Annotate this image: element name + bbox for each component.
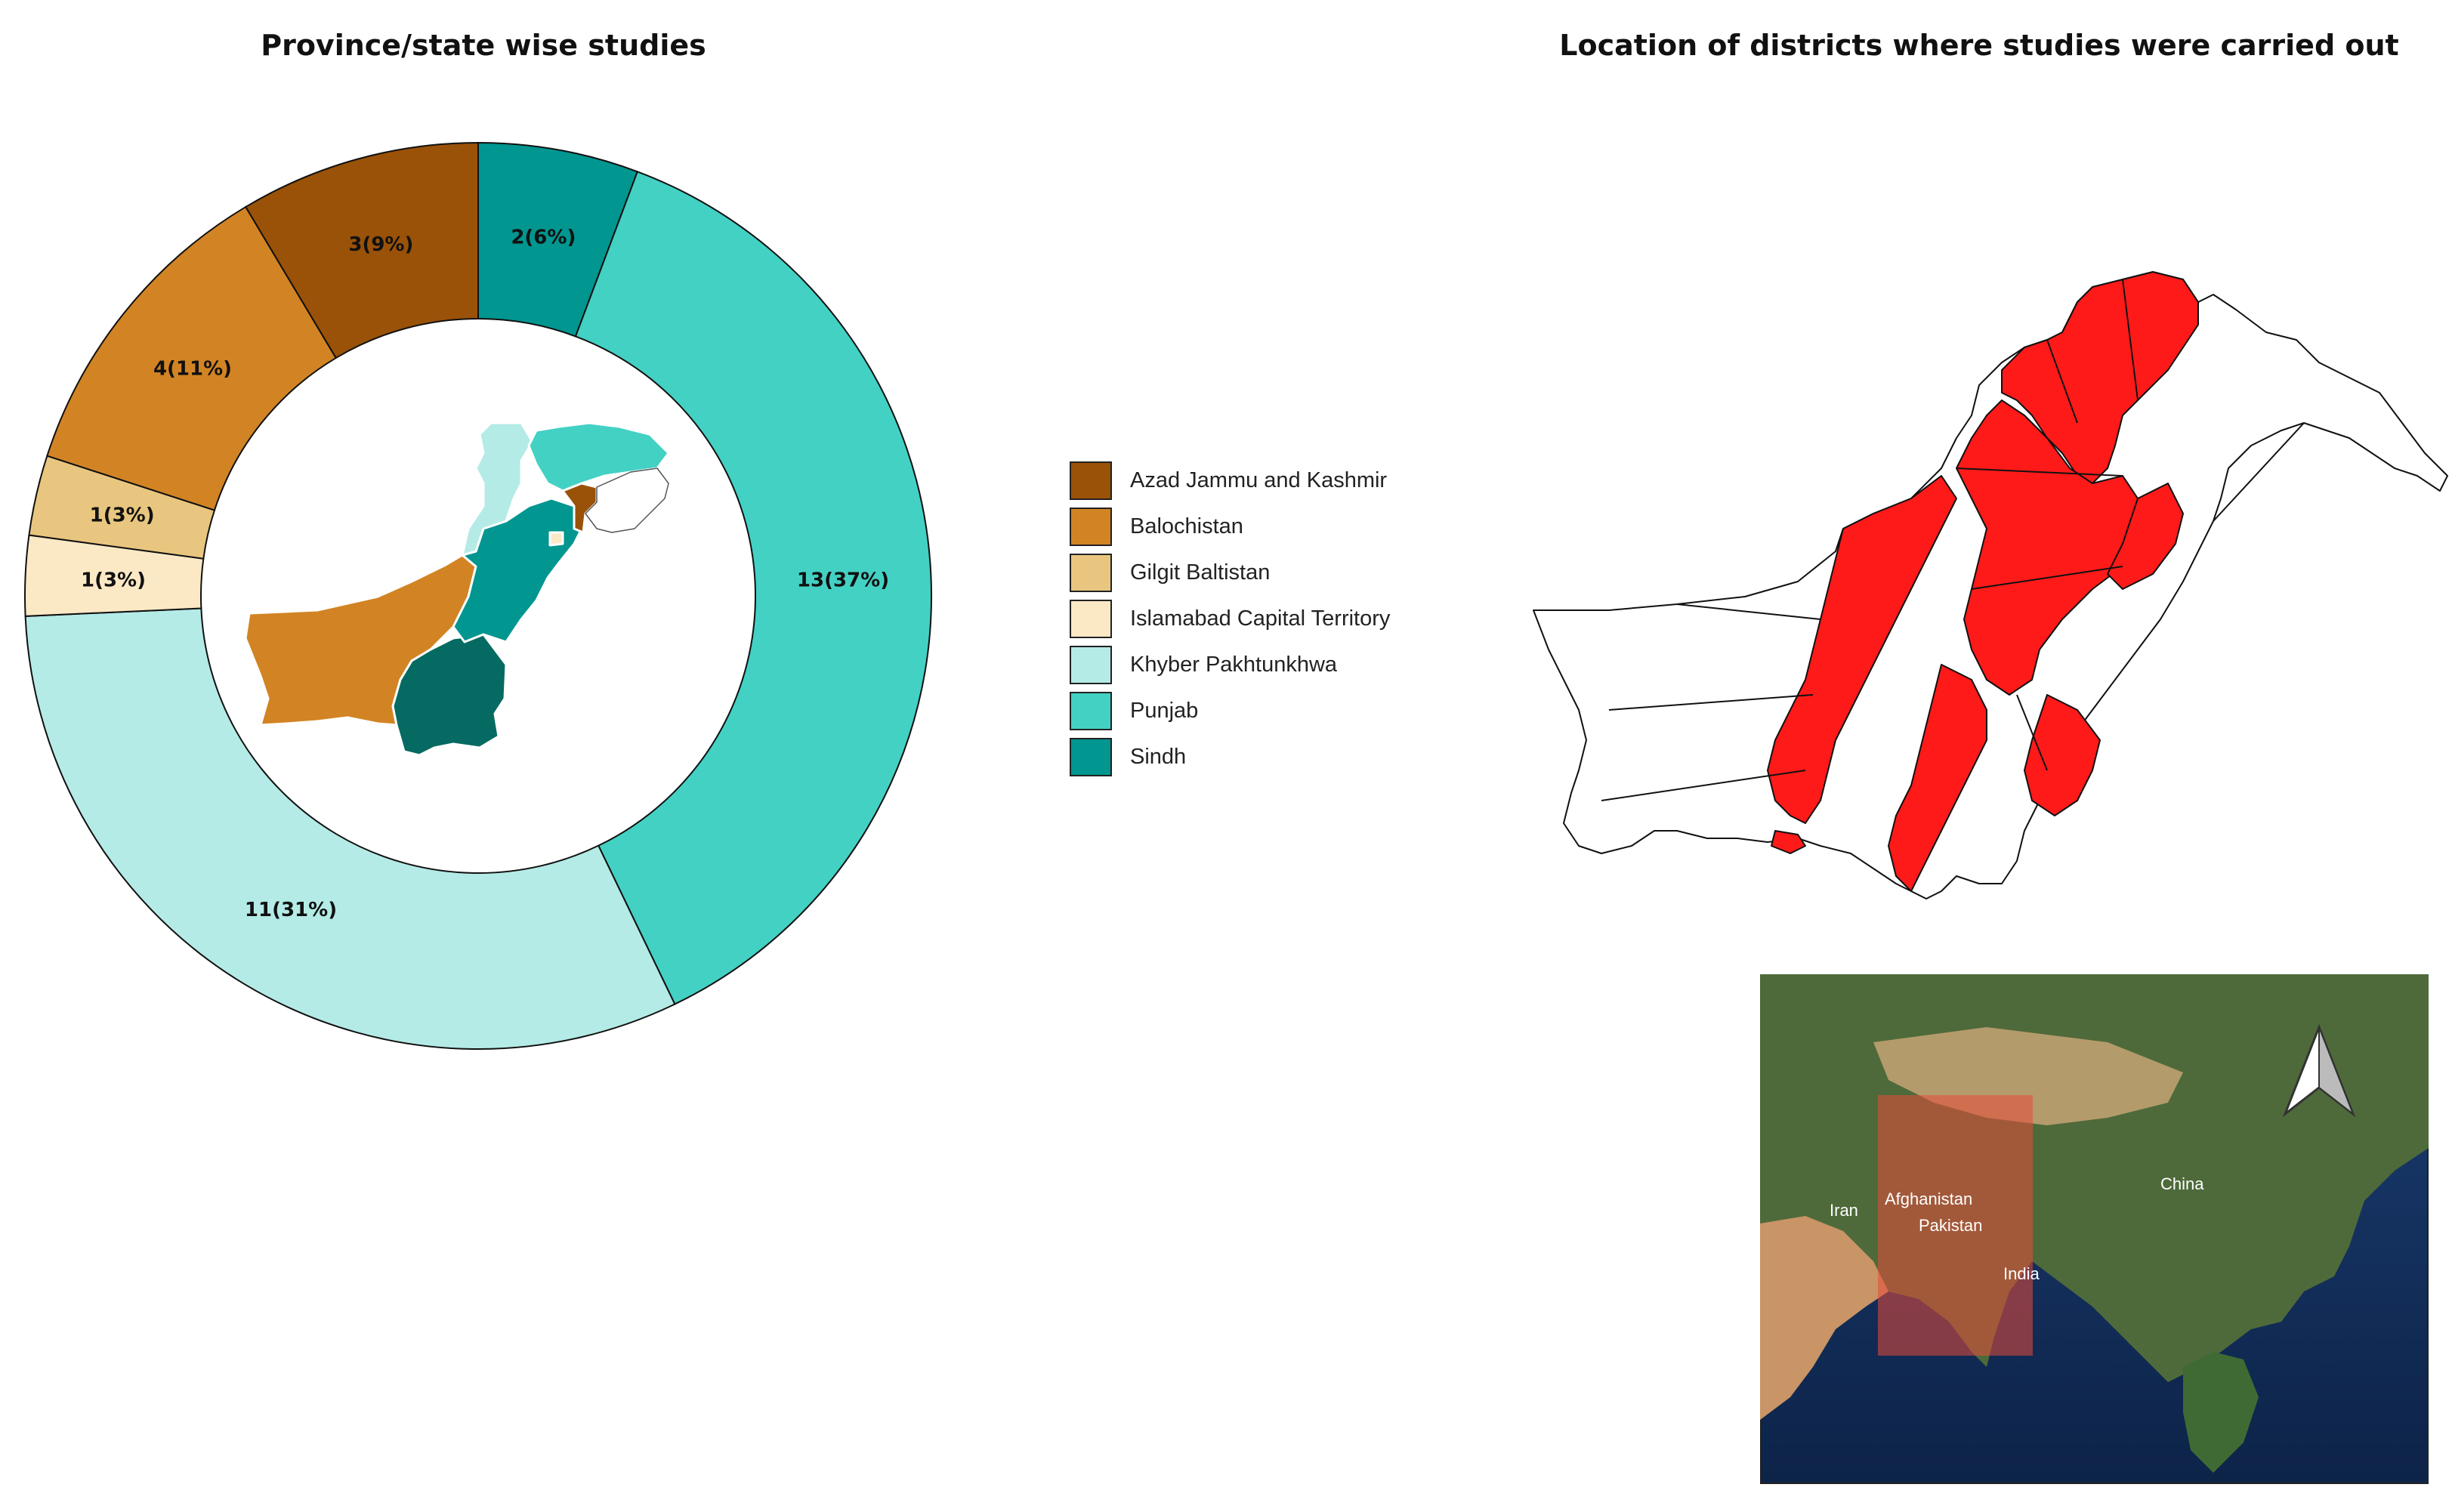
district-border [1676,603,1821,620]
legend: Azad Jammu and Kashmir Balochistan Gilgit … [1070,458,1390,780]
district-border [1971,566,2123,590]
study-districts-west [1767,475,1957,824]
slice-label: 13(37%) [797,569,889,591]
label-pakistan: Pakistan [1919,1216,1982,1235]
study-districts-central [1956,400,2146,696]
slice-label: 11(31%) [245,899,337,921]
legend-swatch [1070,692,1112,730]
label-iran: Iran [1830,1201,1858,1220]
legend-item: Gilgit Baltistan [1070,550,1390,596]
slice-label: 3(9%) [348,233,413,256]
donut-chart-title: Province/state wise studies [261,29,706,62]
district-border [1601,770,1806,801]
legend-swatch [1070,508,1112,546]
legend-swatch [1070,461,1112,500]
label-afghanistan: Afghanistan [1885,1190,1972,1208]
slice-label: 4(11%) [153,358,232,381]
inset-regional-map: China Iran Afghanistan Pakistan India [1760,974,2429,1484]
district-border [2213,422,2305,522]
legend-item: Sindh [1070,734,1390,780]
donut-chart: 2(6%) 13(37%) 11(31%) 1(3%) 1(3%) 4(11%) 3(9%) [24,141,932,1050]
donut-slice-azad-jammu-and-kashmir [244,141,479,359]
indian-kashmir-outline [585,467,669,533]
province-khyber-pakhtunkhwa [461,421,534,557]
donut-slice-balochistan [46,205,338,511]
legend-item: Azad Jammu and Kashmir [1070,458,1390,504]
map-panel-title: Location of districts where studies were… [1559,29,2399,62]
district-border [1608,694,1814,711]
district-border [2122,279,2139,401]
province-sindh [391,633,508,757]
label-india: India [2003,1264,2040,1283]
legend-item: Islamabad Capital Territory [1070,596,1390,642]
legend-label: Khyber Pakhtunkhwa [1130,653,1338,677]
district-border [1956,467,2123,477]
legend-item: Punjab [1070,688,1390,734]
legend-swatch [1070,600,1112,638]
donut-slice-khyber-pakhtunkhwa [24,607,676,1050]
study-districts-punjab-east [2107,483,2184,590]
slice-label: 1(3%) [81,569,146,591]
study-districts-north [2001,271,2199,484]
study-districts-south [1888,664,1987,892]
study-district-karachi [1771,830,1806,854]
legend-label: Islamabad Capital Territory [1130,606,1391,631]
district-border [2046,339,2078,424]
legend-swatch [1070,554,1112,592]
north-arrow-icon [2282,1023,2356,1118]
legend-label: Balochistan [1130,514,1243,538]
legend-item: Khyber Pakhtunkhwa [1070,642,1390,688]
label-china: China [2160,1174,2204,1193]
slice-label: 1(3%) [90,504,155,526]
study-districts-east [2024,694,2101,816]
islamabad-territory [548,531,564,547]
inset-land-desert [1760,1216,1888,1420]
donut-slice-punjab [574,170,932,1005]
donut-slices [24,141,932,1050]
legend-label: Gilgit Baltistan [1130,560,1271,585]
legend-swatch [1070,738,1112,776]
pakistan-provinces-map [244,421,670,757]
inset-land-southeast-asia [2183,1352,2259,1473]
slice-label: 2(6%) [511,226,576,248]
donut-labels: 2(6%) 13(37%) 11(31%) 1(3%) 1(3%) 4(11%) 3(9%) [81,226,889,921]
study-region-highlight [1878,1095,2033,1356]
legend-item: Balochistan [1070,504,1390,550]
legend-label: Punjab [1130,699,1199,723]
district-border [2016,694,2048,771]
legend-label: Azad Jammu and Kashmir [1130,468,1388,492]
districts-map [1533,271,2448,899]
legend-swatch [1070,646,1112,684]
legend-label: Sindh [1130,745,1187,769]
